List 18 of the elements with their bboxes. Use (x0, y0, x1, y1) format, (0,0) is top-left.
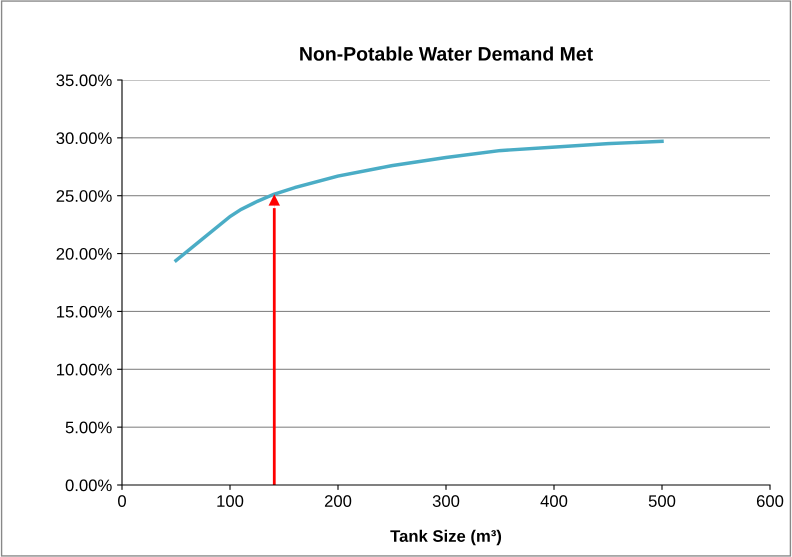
y-tick-label: 30.00% (56, 132, 112, 144)
y-tick-label: 10.00% (57, 364, 112, 376)
chart-title: Non-Potable Water Demand Met (300, 46, 593, 61)
y-tick-label: 25.00% (56, 190, 112, 202)
y-tick-label: 5.00% (66, 422, 112, 434)
x-tick-label: 0 (118, 495, 126, 507)
x-tick-label: 300 (432, 495, 460, 507)
x-tick-label: 400 (540, 495, 568, 507)
x-tick-label: 500 (648, 495, 676, 507)
x-tick-label: 100 (217, 495, 244, 507)
y-tick-label: 0.00% (66, 479, 112, 492)
line-series (174, 140, 664, 262)
x-axis-title: Tank Size (m³) (390, 530, 502, 546)
x-tick-label: 200 (324, 495, 352, 507)
y-tick-label: 35.00% (56, 74, 112, 86)
x-tick-label: 600 (756, 495, 784, 507)
y-tick-label: 20.00% (56, 248, 112, 260)
y-tick-label: 15.00% (57, 306, 112, 318)
